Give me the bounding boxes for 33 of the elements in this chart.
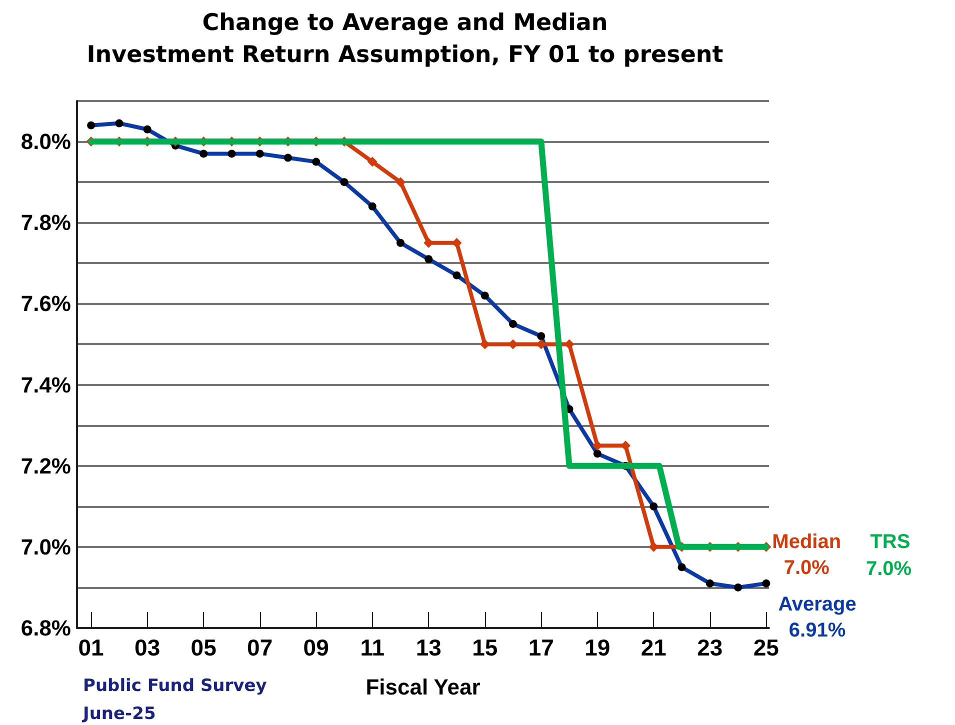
x-tick-label: 25 bbox=[753, 634, 780, 660]
point bbox=[620, 440, 631, 451]
x-tick-label: 03 bbox=[134, 634, 160, 660]
text: 7.0% bbox=[866, 558, 912, 580]
x-tick-label: 01 bbox=[78, 634, 104, 660]
x-tick-label: 09 bbox=[303, 634, 329, 660]
point bbox=[592, 440, 602, 451]
y-tick-label: 7.4% bbox=[20, 372, 71, 398]
x-tick-label: 23 bbox=[697, 634, 723, 660]
y-tick-label: 7.8% bbox=[20, 210, 71, 236]
series-label: Median bbox=[772, 530, 842, 553]
y-tick-label: 7.2% bbox=[20, 453, 71, 478]
point bbox=[395, 177, 406, 188]
y-tick-label: 7.0% bbox=[20, 534, 71, 560]
chart-title: Change to Average and Median Investment Return Assumption, FY 01 to present bbox=[86, 10, 724, 68]
y-tick-label: 6.8% bbox=[20, 616, 71, 640]
x-axis-title: Fiscal Year bbox=[366, 674, 481, 700]
series-label: Average bbox=[778, 593, 856, 616]
x-tick-label: 19 bbox=[584, 634, 610, 660]
text: Public Fund Survey June-25 bbox=[82, 676, 267, 724]
x-tick-label: 11 bbox=[360, 634, 385, 660]
y-tick-label: 7.6% bbox=[20, 291, 71, 316]
x-tick-label: 07 bbox=[247, 634, 273, 660]
x-tick-label: 05 bbox=[190, 634, 217, 660]
text: TRS bbox=[870, 530, 910, 553]
x-tick-label: 17 bbox=[528, 634, 554, 660]
x-tick-label: 15 bbox=[472, 634, 498, 660]
x-tick-label: 21 bbox=[640, 634, 667, 660]
data-label: 6.91% bbox=[788, 619, 846, 642]
data-label: 7.0% bbox=[784, 556, 830, 579]
point bbox=[367, 156, 378, 167]
x-tick-label: 13 bbox=[416, 634, 442, 660]
y-tick-label: 8.0% bbox=[20, 129, 71, 154]
